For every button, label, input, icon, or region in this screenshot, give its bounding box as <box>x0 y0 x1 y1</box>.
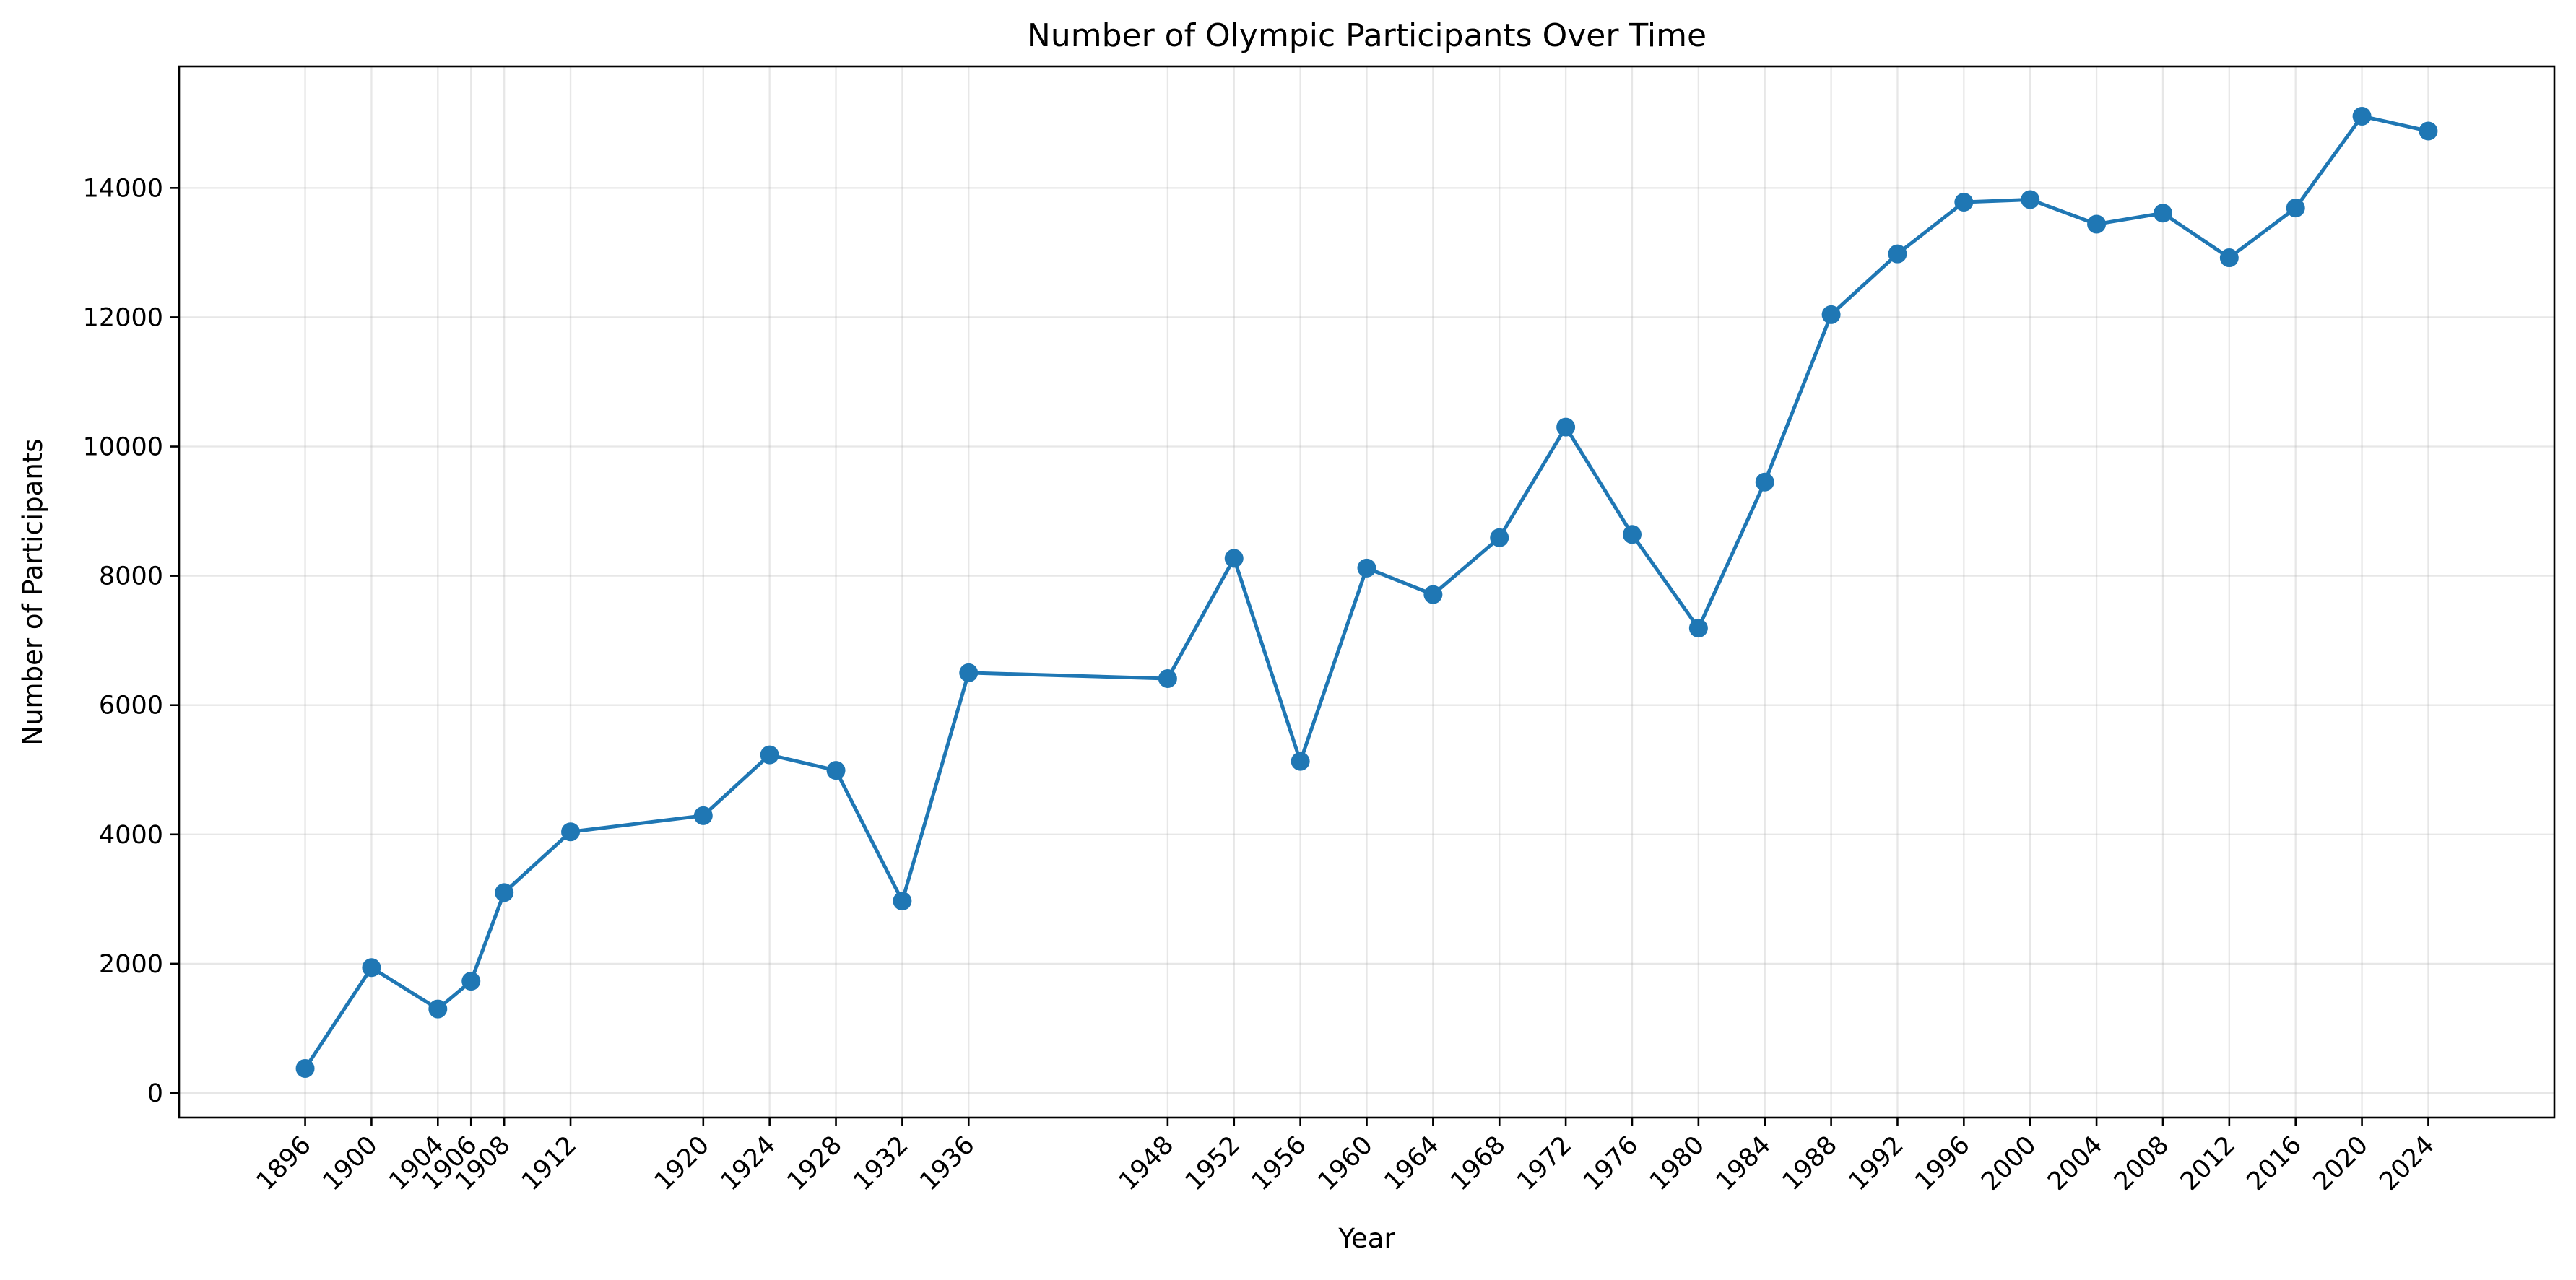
y-axis: 0 2000 4000 6000 8000 10000 12000 14000 <box>83 174 179 1108</box>
y-axis-label: Number of Participants <box>17 438 48 745</box>
data-point-marker <box>2286 199 2305 218</box>
data-point-marker <box>1888 244 1907 264</box>
data-point-marker <box>760 745 779 765</box>
data-point-marker <box>1224 549 1244 568</box>
y-tick-label: 14000 <box>83 174 163 203</box>
y-tick-label: 4000 <box>99 821 163 850</box>
data-point-marker <box>1622 525 1642 544</box>
data-series <box>295 106 2438 1078</box>
data-point-marker <box>295 1058 315 1078</box>
data-point-marker <box>2219 248 2239 268</box>
data-point-marker <box>826 761 846 780</box>
data-point-marker <box>1158 669 1177 688</box>
data-point-marker <box>2352 106 2372 126</box>
y-tick-label: 2000 <box>99 950 163 979</box>
data-point-marker <box>2419 121 2438 141</box>
data-point-marker <box>893 892 912 911</box>
y-tick-label: 10000 <box>83 433 163 462</box>
chart-title: Number of Olympic Participants Over Time <box>1027 17 1707 54</box>
y-tick-label: 8000 <box>99 562 163 591</box>
data-point-marker <box>495 883 514 902</box>
data-point-marker <box>1821 305 1841 324</box>
x-axis-label: Year <box>1337 1223 1395 1254</box>
data-point-marker <box>1423 585 1443 604</box>
data-point-marker <box>1490 528 1509 547</box>
data-point-marker <box>959 663 979 682</box>
grid-lines <box>179 66 2554 1118</box>
data-point-marker <box>1291 752 1310 771</box>
data-point-marker <box>1556 417 1576 437</box>
data-point-marker <box>693 806 713 825</box>
y-tick-label: 6000 <box>99 692 163 720</box>
data-point-marker <box>362 958 381 978</box>
data-point-marker <box>561 822 581 842</box>
data-point-marker <box>2021 190 2040 209</box>
y-tick-label: 0 <box>147 1079 163 1108</box>
y-tick-label: 12000 <box>83 303 163 332</box>
data-point-marker <box>461 972 481 991</box>
data-point-marker <box>1954 193 1974 212</box>
data-point-marker <box>2153 204 2172 223</box>
data-point-marker <box>1357 558 1376 578</box>
data-point-marker <box>428 999 448 1019</box>
data-point-marker <box>1755 472 1774 492</box>
data-point-marker <box>2087 214 2107 234</box>
data-point-marker <box>1688 619 1708 638</box>
